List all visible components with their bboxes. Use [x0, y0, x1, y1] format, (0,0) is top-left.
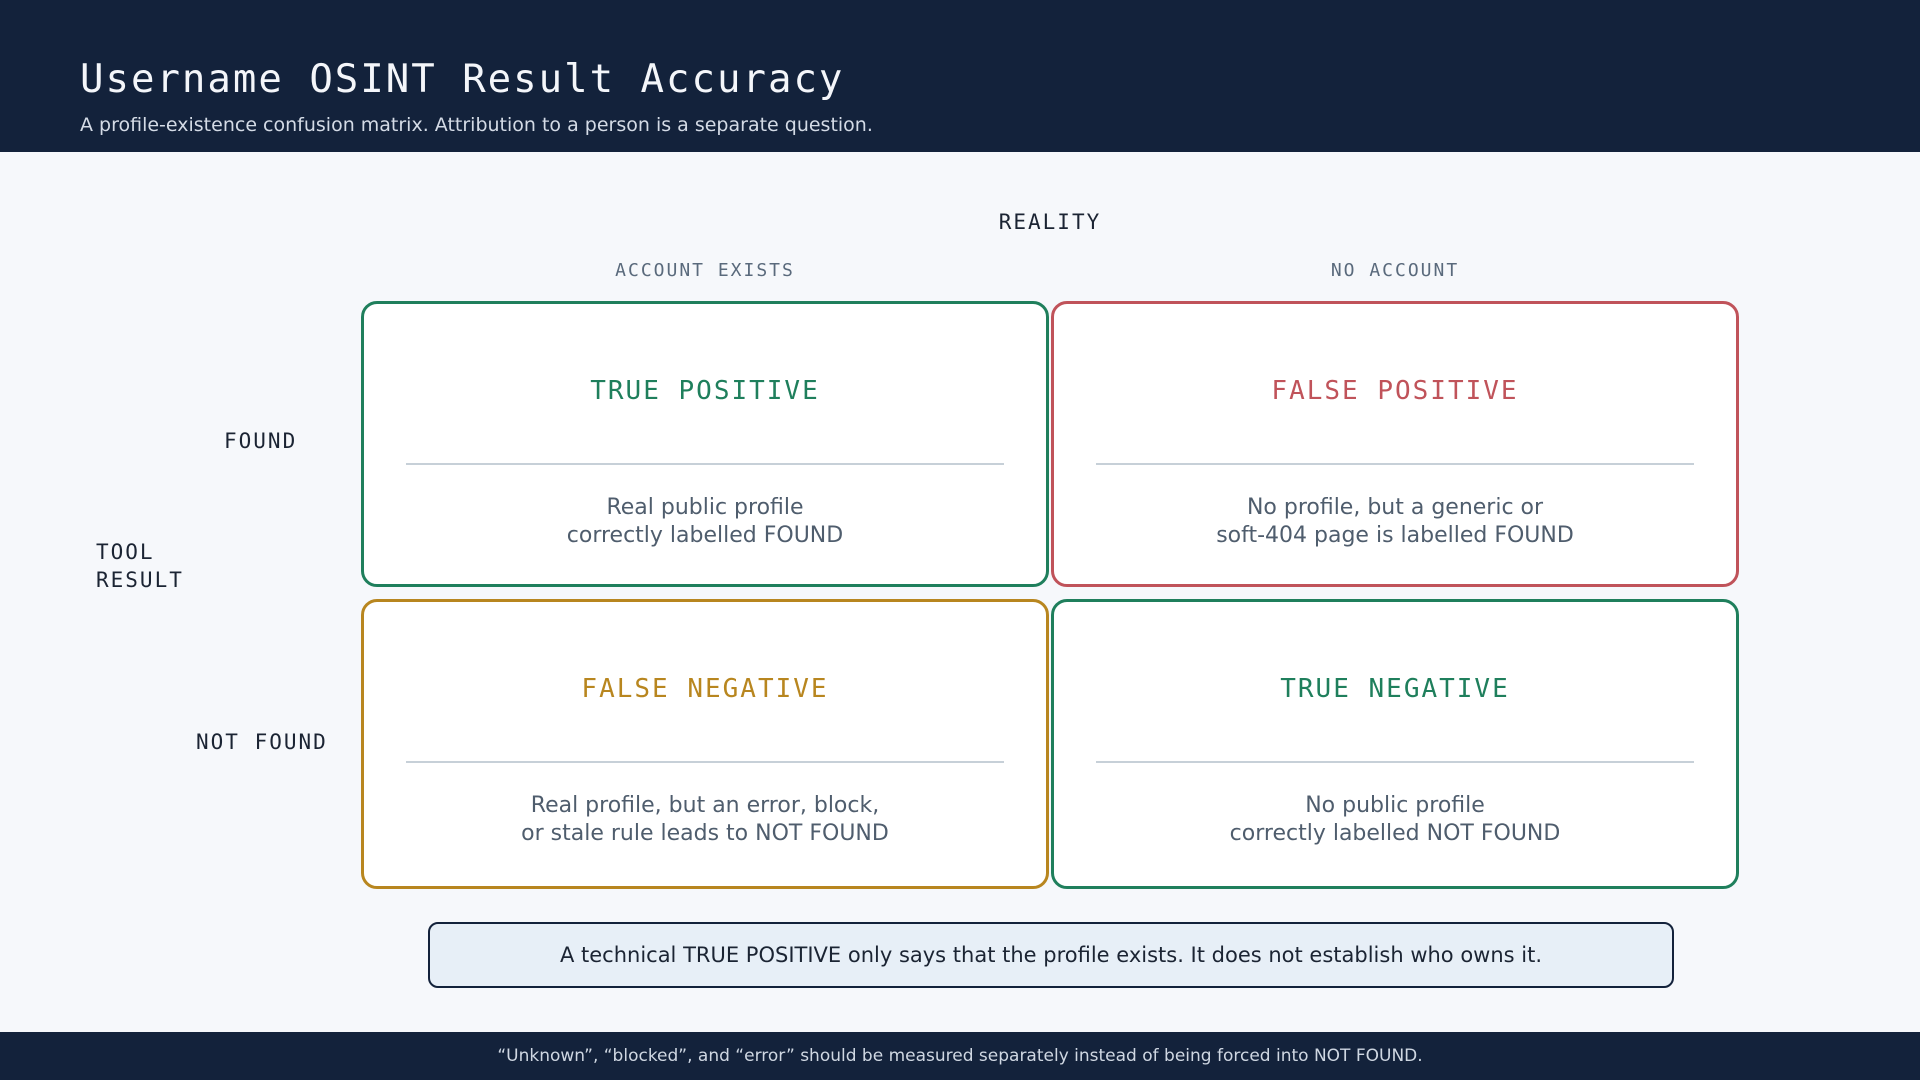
- cell-divider: [1096, 463, 1694, 465]
- cell-true-negative: TRUE NEGATIVE No public profile correctl…: [1051, 599, 1739, 889]
- cell-divider: [406, 761, 1004, 763]
- cell-description-line: No public profile: [1074, 792, 1716, 820]
- cell-true-positive: TRUE POSITIVE Real public profile correc…: [361, 301, 1049, 587]
- cell-divider: [406, 463, 1004, 465]
- cell-description: Real public profile correctly labelled F…: [384, 494, 1026, 550]
- cell-description: No profile, but a generic or soft-404 pa…: [1074, 494, 1716, 550]
- cell-title: FALSE NEGATIVE: [364, 674, 1046, 704]
- cell-divider: [1096, 761, 1694, 763]
- cell-false-positive: FALSE POSITIVE No profile, but a generic…: [1051, 301, 1739, 587]
- cell-false-negative: FALSE NEGATIVE Real profile, but an erro…: [361, 599, 1049, 889]
- reality-axis-label: REALITY: [850, 210, 1250, 234]
- cell-description: No public profile correctly labelled NOT…: [1074, 792, 1716, 848]
- attribution-note: A technical TRUE POSITIVE only says that…: [428, 922, 1674, 988]
- cell-description-line: Real profile, but an error, block,: [384, 792, 1026, 820]
- footer-note: “Unknown”, “blocked”, and “error” should…: [0, 1032, 1920, 1080]
- row-label-found: FOUND: [224, 429, 297, 453]
- column-header-account-exists: ACCOUNT EXISTS: [361, 260, 1049, 281]
- column-header-no-account: NO ACCOUNT: [1051, 260, 1739, 281]
- cell-title: TRUE POSITIVE: [364, 376, 1046, 406]
- page-title: Username OSINT Result Accuracy: [80, 56, 844, 104]
- cell-description-line: correctly labelled FOUND: [384, 522, 1026, 550]
- cell-description: Real profile, but an error, block, or st…: [384, 792, 1026, 848]
- tool-result-axis-label: TOOL RESULT: [96, 538, 184, 594]
- cell-description-line: or stale rule leads to NOT FOUND: [384, 820, 1026, 848]
- cell-description-line: soft-404 page is labelled FOUND: [1074, 522, 1716, 550]
- cell-title: TRUE NEGATIVE: [1054, 674, 1736, 704]
- cell-title: FALSE POSITIVE: [1054, 376, 1736, 406]
- cell-description-line: No profile, but a generic or: [1074, 494, 1716, 522]
- header-bar: Username OSINT Result Accuracy A profile…: [0, 0, 1920, 152]
- cell-description-line: Real public profile: [384, 494, 1026, 522]
- row-label-not-found: NOT FOUND: [196, 730, 328, 754]
- page-subtitle: A profile-existence confusion matrix. At…: [80, 112, 873, 138]
- cell-description-line: correctly labelled NOT FOUND: [1074, 820, 1716, 848]
